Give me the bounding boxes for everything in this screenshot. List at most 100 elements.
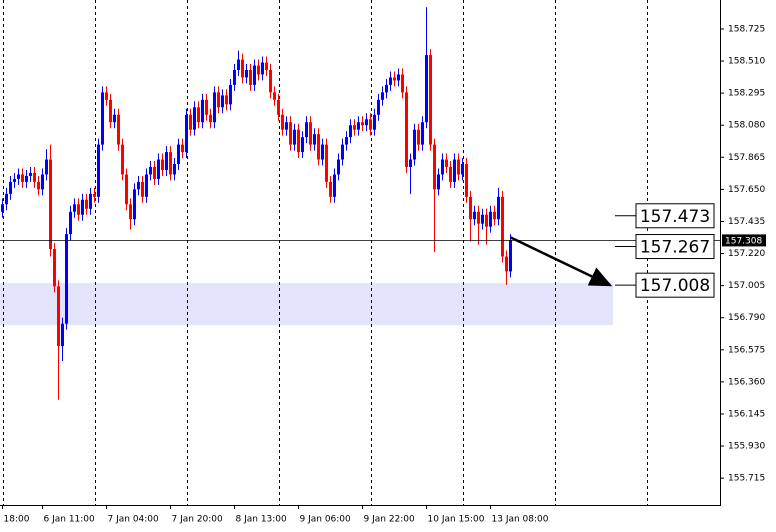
y-tick-label: 156.145 [728,409,765,419]
candle-body [453,159,456,182]
level-label: 157.267 [640,238,710,258]
candle-body [41,174,44,190]
candle-body [213,92,216,123]
candle-body [501,196,504,257]
candle-body [273,92,276,100]
candle-body [89,193,92,209]
candle-body [437,174,440,190]
candle-body [461,164,464,175]
candle-body [433,144,436,190]
x-tick-label: 10 Jan 15:00 [428,515,485,525]
candle-body [181,144,184,153]
candle-body [1,204,4,212]
candle-body [469,196,472,220]
candle-body [29,172,32,176]
candle-body [189,114,192,130]
y-tick-label: 158.510 [728,57,765,67]
candle-body [137,181,140,190]
candle-body [477,211,480,224]
level-box [635,234,715,260]
x-tick-label: 9 Jan 06:00 [300,515,352,525]
candle-body [221,95,224,108]
candle-body [169,152,172,175]
candle-body [413,129,416,160]
candle-body [493,211,496,220]
candle-body [73,204,76,212]
candle-body [157,159,160,179]
x-tick-label: 18:00 [4,515,30,525]
candle-body [37,181,40,190]
y-tick-label: 158.295 [728,89,765,99]
candle-body [369,119,372,130]
candle-body [13,178,16,182]
candle-body [425,55,428,123]
y-tick-label: 156.790 [728,313,765,323]
x-tick-label: 13 Jan 08:00 [492,515,549,525]
candle-body [241,59,244,78]
candle-body [269,69,272,93]
candle-body [113,114,116,123]
candle-body [33,172,36,182]
candle-body [245,69,248,78]
candle-body [249,69,252,85]
candle-body [333,174,336,197]
candle-body [421,122,424,145]
candle-body [345,137,348,145]
candle-body [141,181,144,197]
candle-body [497,196,500,220]
candle-body [109,99,112,123]
candle-body [349,125,352,138]
candle-body [357,122,360,130]
candle-body [197,107,200,123]
candle-body [449,166,452,182]
candle-body [409,159,412,167]
candle-body [429,55,432,145]
candle-body [277,99,280,115]
candle-body [489,211,492,227]
level-label: 157.473 [640,207,710,227]
candle-body [325,144,328,182]
candle-body [173,164,176,175]
x-tick-label: 8 Jan 13:00 [236,515,288,525]
candle-body [101,92,104,145]
y-tick-label: 157.650 [728,185,765,195]
y-tick-label: 158.080 [728,121,765,131]
candle-body [177,144,180,165]
candle-body [129,204,132,220]
candle-body [261,62,264,75]
y-tick-label: 157.005 [728,281,765,291]
candle-body [465,164,468,197]
candle-body [233,69,236,85]
candle-body [81,199,84,215]
candle-body [381,92,384,100]
candle-body [57,286,60,347]
candle-body [393,77,396,81]
candle-body [77,204,80,215]
y-tick-label: 155.930 [728,442,765,452]
candle-body [161,159,164,170]
candle-body [185,114,188,153]
candle-body [237,59,240,70]
y-tick-label: 156.360 [728,377,765,387]
candle-body [193,107,196,130]
candle-body [121,144,124,175]
candle-body [285,122,288,130]
candle-body [49,159,52,250]
candle-body [341,144,344,160]
candle-body [389,77,392,85]
y-tick-label: 156.575 [728,345,765,355]
level-label: 157.008 [640,276,710,296]
candle-body [473,211,476,220]
candle-body [205,99,208,115]
candle-body [149,166,152,175]
candle-body [145,174,148,197]
candle-body [365,119,368,126]
level-box [635,272,715,298]
candle-body [69,211,72,235]
candle-body [125,174,128,205]
candle-body [93,193,96,197]
candle-body [301,137,304,153]
zone [0,283,613,326]
